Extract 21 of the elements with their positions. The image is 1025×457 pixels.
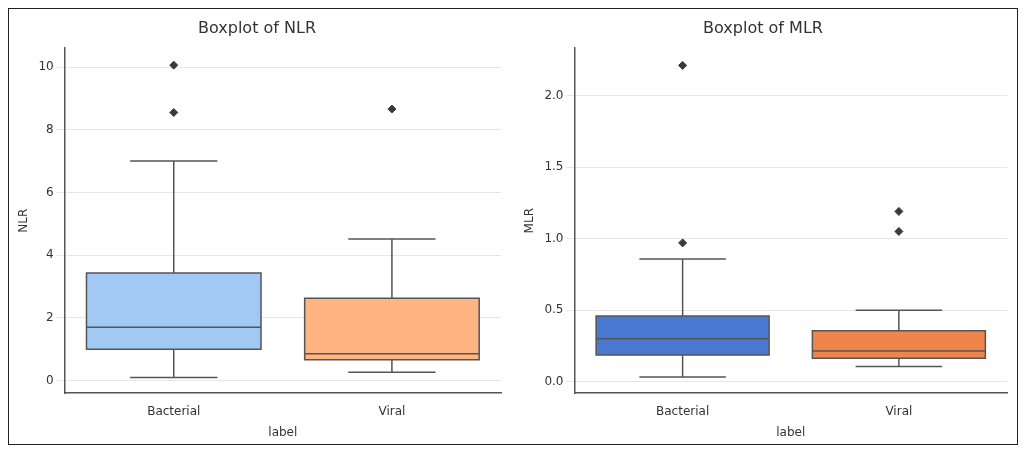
y-tick-label: 10 <box>38 59 54 74</box>
y-tick-label: 0.5 <box>544 302 564 317</box>
chart-title: Boxplot of NLR <box>198 17 316 37</box>
y-tick-label: 0.0 <box>544 373 564 388</box>
x-axis-title: label <box>776 424 806 439</box>
y-tick-label: 8 <box>46 121 54 136</box>
y-tick-label: 1.5 <box>544 159 564 174</box>
y-axis-title: NLR <box>16 208 31 233</box>
y-tick-label: 4 <box>46 247 54 262</box>
y-tick-label: 0 <box>46 372 54 387</box>
x-tick-label: Viral <box>378 403 406 418</box>
chart-title: Boxplot of MLR <box>703 17 823 37</box>
x-axis-title: label <box>268 424 298 439</box>
x-tick-label: Bacterial <box>656 403 710 418</box>
x-tick-label: Bacterial <box>147 403 201 418</box>
y-tick-label: 2.0 <box>544 87 564 102</box>
y-axis-title: MLR <box>522 208 537 234</box>
y-tick-label: 6 <box>46 184 54 199</box>
x-tick-label: Viral <box>885 403 913 418</box>
y-tick-label: 1.0 <box>544 230 564 245</box>
y-tick-label: 2 <box>46 310 54 325</box>
